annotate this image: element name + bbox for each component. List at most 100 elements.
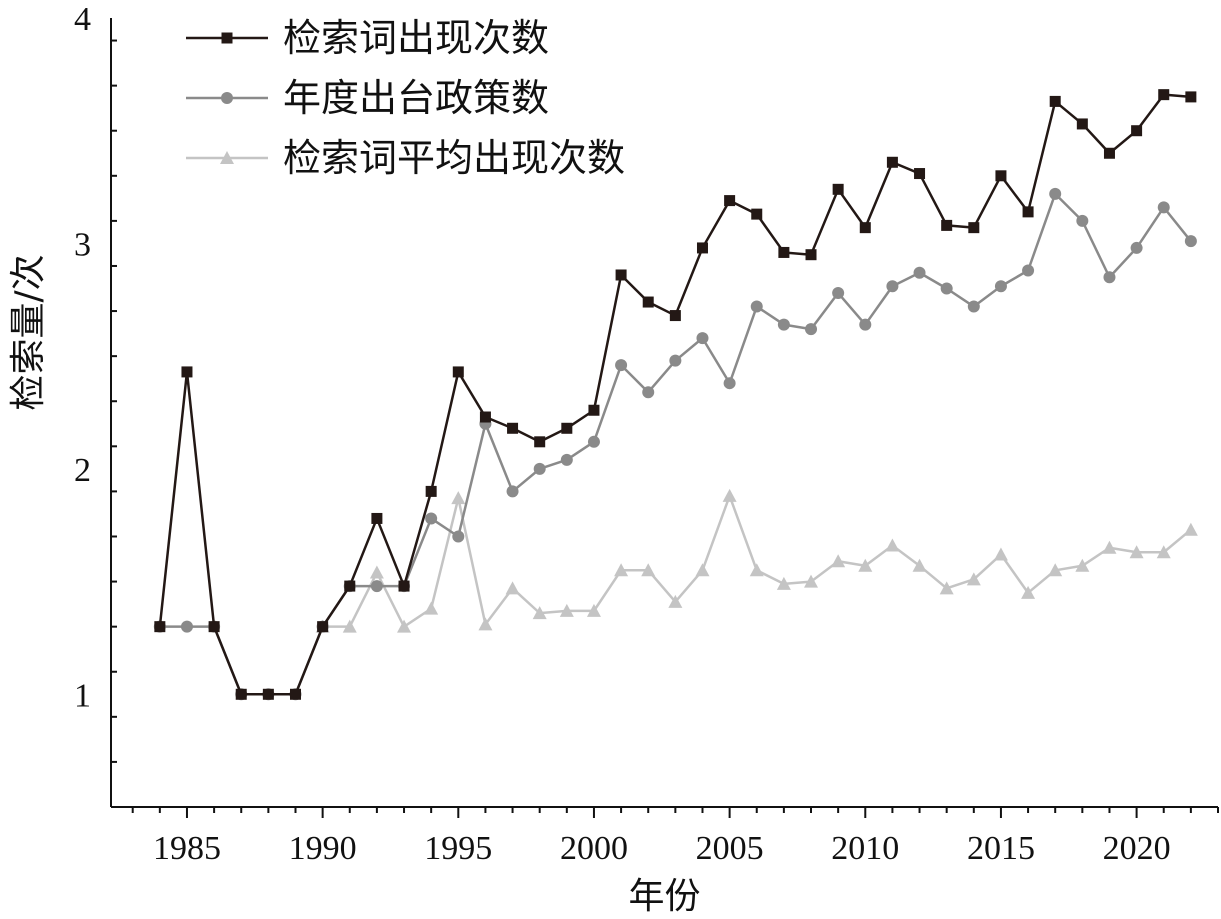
- series-2-point: [370, 580, 383, 593]
- series-1-point: [425, 485, 437, 497]
- series-1-point: [751, 208, 763, 220]
- series-3-point: [831, 554, 846, 568]
- series-3-point: [478, 617, 493, 631]
- series-3-point: [532, 606, 547, 620]
- series-2-point: [1130, 241, 1143, 254]
- series-2-point: [1076, 214, 1089, 227]
- series-3-point: [695, 563, 710, 577]
- series-3-point: [1075, 558, 1090, 572]
- series-2-point: [886, 280, 899, 293]
- series-3-point: [1129, 545, 1144, 559]
- series-2-point: [777, 318, 790, 331]
- series-3-point: [342, 619, 357, 633]
- legend-item-2: 年度出台政策数: [186, 76, 549, 120]
- series-2: [153, 187, 1197, 701]
- series-1-point: [615, 269, 627, 281]
- series-1-point: [914, 168, 926, 180]
- series-2-point: [1022, 264, 1035, 277]
- series-1-point: [1185, 91, 1197, 103]
- x-tick-label: 2010: [831, 830, 899, 867]
- series-2-point: [832, 287, 845, 300]
- legend-label: 检索词出现次数: [283, 16, 549, 60]
- series-2-point: [994, 280, 1007, 293]
- x-tick-label: 2000: [560, 830, 628, 867]
- y-tick-label: 3: [74, 226, 91, 263]
- series-1-point: [941, 219, 953, 231]
- series-3-point: [1183, 522, 1198, 536]
- series-3-point: [939, 581, 954, 595]
- series-1-point: [398, 580, 410, 592]
- series-3-point: [722, 488, 737, 502]
- series-2-point: [1184, 235, 1197, 248]
- series-1-point: [507, 422, 519, 434]
- legend-label: 年度出台政策数: [283, 76, 549, 120]
- series-3-point: [586, 603, 601, 617]
- series-1-point: [479, 411, 491, 423]
- y-tick-label: 2: [74, 452, 91, 489]
- series-layer: [153, 89, 1198, 701]
- series-3-point: [505, 581, 520, 595]
- series-3-point: [369, 565, 384, 579]
- axes: 1985 1990 1995 2000 2005 2010 2015 2020 1 2 3 4: [74, 1, 1219, 867]
- series-1-point: [588, 404, 600, 416]
- series-1-point: [1131, 125, 1143, 137]
- series-1-point: [886, 156, 898, 168]
- legend-marker: [221, 92, 233, 104]
- series-3-point: [885, 538, 900, 552]
- series-1-point: [181, 366, 193, 378]
- series-3-line: [322, 494, 1192, 628]
- series-1-point: [1076, 118, 1088, 130]
- series-1-point: [452, 366, 464, 378]
- series-1-point: [859, 222, 871, 234]
- x-tick-label: 1985: [153, 830, 221, 867]
- series-1-point: [317, 621, 329, 633]
- series-1-point: [154, 621, 166, 633]
- series-3-point: [668, 594, 683, 608]
- series-2-point: [696, 332, 709, 345]
- x-tick-label: 1990: [289, 830, 357, 867]
- series-1-point: [1103, 147, 1115, 159]
- x-tick-label: 1995: [424, 830, 492, 867]
- series-3-point: [397, 619, 412, 633]
- series-2-point: [723, 377, 736, 390]
- series-2-point: [967, 300, 980, 313]
- series-3-point: [559, 603, 574, 617]
- series-2-point: [805, 323, 818, 336]
- series-2-point: [533, 462, 546, 475]
- series-3-point: [1048, 563, 1063, 577]
- series-3-point: [424, 601, 439, 615]
- series-2-point: [1103, 271, 1116, 284]
- series-3-point: [966, 572, 981, 586]
- series-1-point: [778, 246, 790, 258]
- series-2-point: [642, 386, 655, 399]
- x-tick-label: 2020: [1103, 830, 1171, 867]
- series-1-point: [1022, 206, 1034, 218]
- series-2-point: [859, 318, 872, 331]
- series-2-point: [1049, 187, 1062, 200]
- legend-item-3: 检索词平均出现次数: [186, 136, 625, 180]
- series-2-point: [506, 485, 519, 498]
- series-2-point: [1157, 201, 1170, 214]
- series-1-point: [262, 688, 274, 700]
- series-2-point: [750, 300, 763, 313]
- series-1-point: [561, 422, 573, 434]
- series-1-point: [805, 249, 817, 261]
- series-2-point: [940, 282, 953, 295]
- series-3-point: [1156, 545, 1171, 559]
- series-1-point: [995, 170, 1007, 182]
- series-2-point: [452, 530, 465, 543]
- series-1-point: [669, 310, 681, 322]
- x-tick-label: 2005: [696, 830, 764, 867]
- legend-item-1: 检索词出现次数: [186, 16, 549, 60]
- series-3: [315, 488, 1198, 633]
- y-tick-label: 1: [74, 677, 91, 714]
- series-1-point: [832, 183, 844, 195]
- y-tick-label: 4: [74, 1, 91, 38]
- series-3-point: [749, 563, 764, 577]
- series-1-point: [208, 621, 220, 633]
- series-1-point: [371, 512, 383, 524]
- series-2-point: [615, 359, 628, 372]
- series-3-point: [993, 547, 1008, 561]
- series-2-point: [560, 453, 573, 466]
